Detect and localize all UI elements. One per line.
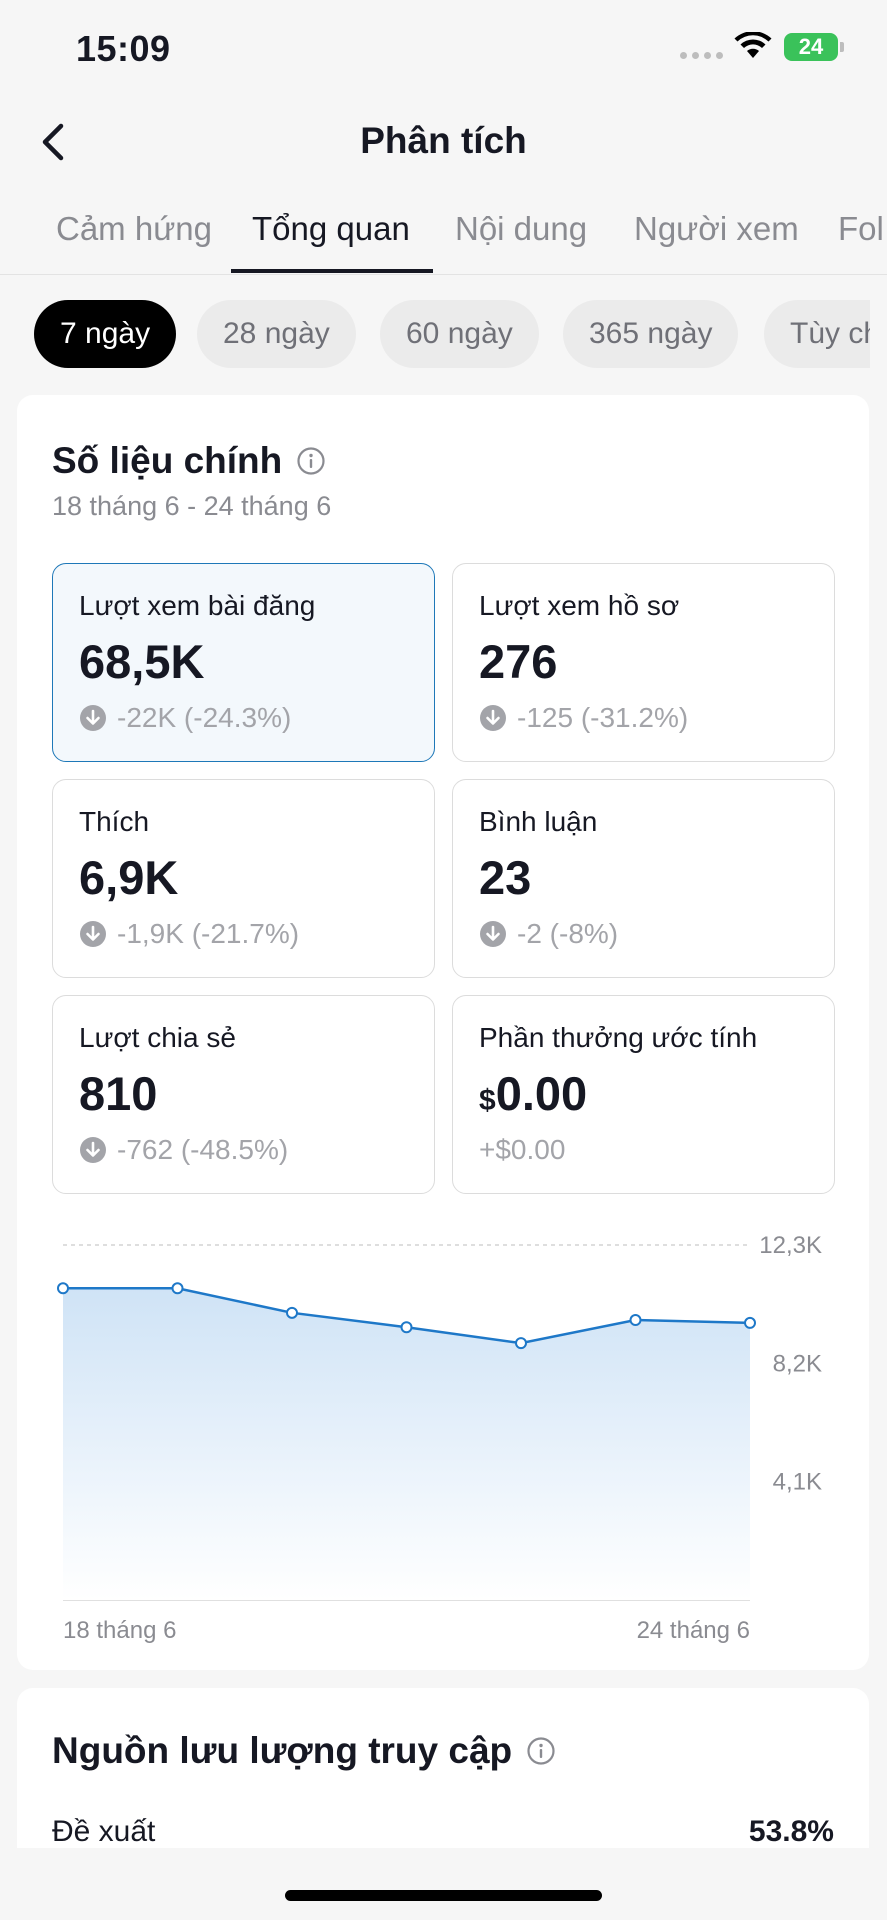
metric-label: Phần thưởng ước tính <box>479 1022 758 1053</box>
nav-header: Phân tích <box>0 100 887 184</box>
chart-point <box>515 1337 527 1350</box>
period-selector: 7 ngày 28 ngày 60 ngày 365 ngày Tùy ch <box>0 300 870 370</box>
metric-label: Bình luận <box>479 806 598 837</box>
wifi-icon <box>734 32 772 58</box>
metric-change-text: -125 (-31.2%) <box>517 702 689 733</box>
metric-card-estimated-rewards[interactable]: Phần thưởng ước tính $0.00 +$0.00 <box>452 995 835 1194</box>
metric-label: Lượt xem hồ sơ <box>479 590 680 621</box>
chart-y-tick-label: 8,2K <box>773 1350 822 1377</box>
arrow-down-circle-icon <box>80 921 106 947</box>
metric-value: 23 <box>479 851 532 904</box>
key-metrics-title: Số liệu chính <box>52 440 283 481</box>
metric-change-text: -1,9K (-21.7%) <box>117 918 300 949</box>
metric-label: Lượt chia sẻ <box>79 1022 236 1053</box>
traffic-row: Đề xuất 53.8% <box>52 1815 834 1849</box>
metric-change: -762 (-48.5%) <box>79 1134 288 1166</box>
date-range: 18 tháng 6 - 24 tháng 6 <box>52 491 332 521</box>
metric-change: -1,9K (-21.7%) <box>79 918 299 950</box>
traffic-source-label: Đề xuất <box>52 1815 156 1848</box>
chart-point <box>744 1316 756 1329</box>
chart-y-tick-label: 12,3K <box>759 1232 822 1259</box>
cellular-signal-icon <box>680 52 723 59</box>
post-views-chart[interactable]: 12,3K 8,2K 4,1K 18 tháng 6 24 tháng 6 <box>17 1225 869 1645</box>
metric-value: $0.00 <box>479 1066 587 1121</box>
battery-icon: 24 <box>784 33 838 61</box>
metric-card-comments[interactable]: Bình luận 23 -2 (-8%) <box>452 779 835 978</box>
metric-change-text: -762 (-48.5%) <box>117 1134 289 1165</box>
period-60-days-chip[interactable]: 60 ngày <box>380 300 539 368</box>
chart-point <box>629 1314 642 1327</box>
traffic-title: Nguồn lưu lượng truy cập <box>52 1730 513 1771</box>
metric-label: Lượt xem bài đăng <box>79 590 316 621</box>
metric-value: 810 <box>79 1067 158 1120</box>
metric-value: 68,5K <box>79 635 205 688</box>
page-title: Phân tích <box>360 120 527 161</box>
arrow-down-circle-icon <box>80 1137 106 1163</box>
metric-change: -22K (-24.3%) <box>79 702 291 734</box>
tab-bar: Cảm hứng Tổng quan Nội dung Người xem Fo… <box>0 200 887 275</box>
period-custom-chip[interactable]: Tùy ch <box>764 300 870 368</box>
info-icon[interactable] <box>296 446 326 476</box>
info-icon[interactable] <box>526 1736 556 1766</box>
chart-y-tick-label: 4,1K <box>773 1469 822 1496</box>
metric-value: 6,9K <box>79 851 179 904</box>
chart-x-tick-label: 24 tháng 6 <box>637 1617 750 1644</box>
metric-change-text: -22K (-24.3%) <box>117 702 292 733</box>
battery-level: 24 <box>798 34 824 59</box>
arrow-down-circle-icon <box>480 705 506 731</box>
battery-cap <box>840 42 844 52</box>
tab-tong-quan[interactable]: Tổng quan <box>252 210 410 247</box>
arrow-down-circle-icon <box>80 705 106 731</box>
chevron-left-icon <box>42 123 64 161</box>
metric-card-profile-views[interactable]: Lượt xem hồ sơ 276 -125 (-31.2%) <box>452 563 835 762</box>
period-365-days-chip[interactable]: 365 ngày <box>563 300 739 368</box>
status-bar: 15:09 24 <box>0 0 887 100</box>
tab-noi-dung[interactable]: Nội dung <box>455 210 588 247</box>
metric-card-shares[interactable]: Lượt chia sẻ 810 -762 (-48.5%) <box>52 995 435 1194</box>
metric-card-post-views[interactable]: Lượt xem bài đăng 68,5K -22K (-24.3%) <box>52 563 435 762</box>
back-button[interactable] <box>28 118 76 166</box>
metric-label: Thích <box>79 806 150 837</box>
metric-change-text: +$0.00 <box>479 1134 566 1165</box>
metric-change: -125 (-31.2%) <box>479 702 688 734</box>
bottom-safe-area <box>0 1848 887 1920</box>
period-7-days-chip[interactable]: 7 ngày <box>34 300 177 368</box>
metric-value: 276 <box>479 635 558 688</box>
metric-value-amount: 0.00 <box>495 1067 588 1120</box>
period-28-days-chip[interactable]: 28 ngày <box>197 300 356 368</box>
chart-point <box>286 1306 298 1319</box>
metric-change: +$0.00 <box>479 1134 565 1166</box>
metric-card-likes[interactable]: Thích 6,9K -1,9K (-21.7%) <box>52 779 435 978</box>
currency-symbol: $ <box>479 1084 496 1117</box>
traffic-heading: Nguồn lưu lượng truy cập <box>52 1730 556 1772</box>
chart-point <box>57 1282 69 1295</box>
key-metrics-card: Số liệu chính 18 tháng 6 - 24 tháng 6 Lư… <box>17 395 869 1670</box>
active-tab-indicator <box>231 269 433 273</box>
metric-change-text: -2 (-8%) <box>517 918 619 949</box>
key-metrics-heading: Số liệu chính <box>52 440 326 482</box>
tab-cam-hung[interactable]: Cảm hứng <box>56 210 212 247</box>
chart-point <box>400 1321 413 1334</box>
metric-change: -2 (-8%) <box>479 918 618 950</box>
home-indicator[interactable] <box>285 1890 602 1901</box>
status-time: 15:09 <box>76 28 171 69</box>
chart-point <box>171 1282 184 1295</box>
traffic-source-value: 53.8% <box>748 1815 834 1848</box>
arrow-down-circle-icon <box>480 921 506 947</box>
tab-nguoi-xem[interactable]: Người xem <box>634 210 799 247</box>
tab-followers[interactable]: Fol <box>838 210 884 247</box>
chart-x-tick-label: 18 tháng 6 <box>63 1617 176 1644</box>
chart-area-fill <box>63 1288 750 1600</box>
